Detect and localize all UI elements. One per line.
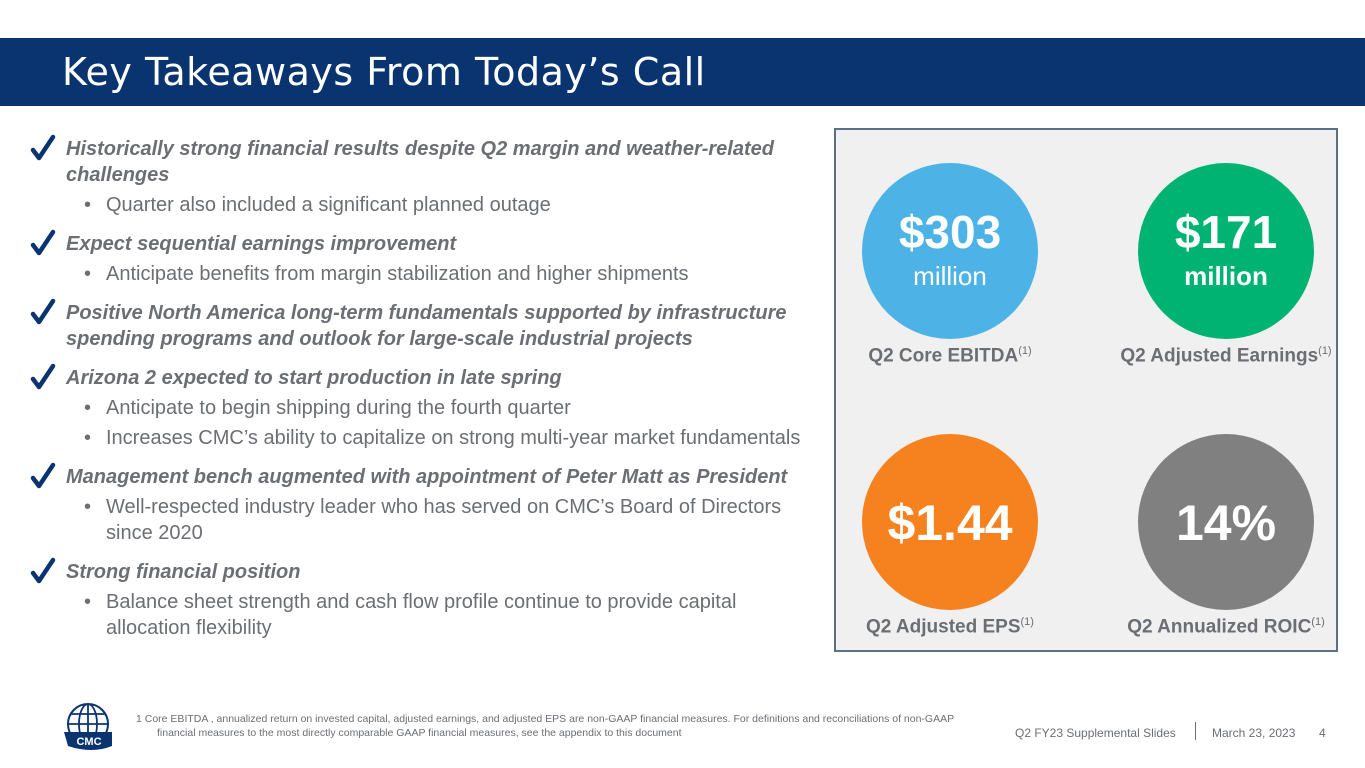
bullet-dot: • <box>84 263 92 285</box>
metric-label-adjusted-eps: Q2 Adjusted EPS(1) <box>820 616 1080 638</box>
subpoint-text: Balance sheet strength and cash flow pro… <box>106 591 737 639</box>
metric-label-text: Q2 Adjusted Earnings <box>1120 345 1319 367</box>
takeaway-heading: Expect sequential earnings improvement <box>66 233 457 255</box>
metric-value: $1.44 <box>887 495 1013 551</box>
metric-value: $303 <box>898 206 1002 258</box>
takeaway-item: Strong financial position • Balance sheet… <box>30 557 825 641</box>
check-icon <box>30 298 56 325</box>
footnote-marker: (1) <box>1318 345 1332 357</box>
takeaway-subpoint: • Balance sheet strength and cash flow pr… <box>66 589 825 641</box>
takeaway-subpoint: • Increases CMC’s ability to capitalize o… <box>66 425 825 451</box>
title-bar <box>0 38 1365 106</box>
metric-label-text: Q2 Annualized ROIC <box>1127 616 1312 638</box>
check-icon <box>30 557 56 584</box>
subpoint-text: Well-respected industry leader who has s… <box>106 496 782 544</box>
subpoint-text: Increases CMC’s ability to capitalize on… <box>106 427 801 449</box>
takeaway-subpoint: • Anticipate to begin shipping during the… <box>66 395 825 421</box>
check-icon <box>30 229 56 256</box>
check-icon <box>30 363 56 390</box>
metric-value: $171 <box>1174 206 1278 258</box>
metric-value: 14% <box>1175 495 1277 551</box>
bullet-dot: • <box>84 427 92 449</box>
takeaway-heading: Historically strong financial results de… <box>66 138 774 186</box>
takeaway-heading: Strong financial position <box>66 561 301 583</box>
takeaway-heading: Arizona 2 expected to start production i… <box>66 367 562 389</box>
takeaway-heading: Positive North America long-term fundame… <box>66 302 787 350</box>
metric-unit: million <box>1184 261 1268 291</box>
subpoint-text: Quarter also included a significant plan… <box>106 194 551 216</box>
metric-circle-core-ebitda: $303 million <box>862 163 1038 339</box>
takeaway-item: Positive North America long-term fundame… <box>30 298 825 352</box>
logo-text: CMC <box>76 736 101 748</box>
takeaway-item: Arizona 2 expected to start production i… <box>30 363 825 451</box>
bullet-dot: • <box>84 496 92 518</box>
footnote-line-1: 1 Core EBITDA , annualized return on inv… <box>136 713 955 725</box>
metric-label-text: Q2 Adjusted EPS <box>866 616 1021 638</box>
takeaway-item: Historically strong financial results de… <box>30 134 825 218</box>
footer-deck-name: Q2 FY23 Supplemental Slides <box>1015 726 1176 740</box>
footer-separator <box>1195 722 1196 740</box>
takeaway-subpoint: • Well-respected industry leader who has … <box>66 494 825 546</box>
metric-label-annualized-roic: Q2 Annualized ROIC(1) <box>1096 616 1356 638</box>
check-icon <box>30 134 56 161</box>
globe-logo-icon: CMC <box>64 703 112 750</box>
takeaway-item: Management bench augmented with appointm… <box>30 462 825 546</box>
takeaway-item: Expect sequential earnings improvement •… <box>30 229 825 287</box>
takeaway-subpoint: • Quarter also included a significant pla… <box>66 192 825 218</box>
metric-label-core-ebitda: Q2 Core EBITDA(1) <box>820 345 1080 367</box>
check-icon <box>30 462 56 489</box>
metric-unit: million <box>913 261 987 291</box>
metric-circle-adjusted-earnings: $171 million <box>1138 163 1314 339</box>
takeaway-heading: Management bench augmented with appointm… <box>66 466 788 488</box>
subpoint-text: Anticipate to begin shipping during the … <box>106 397 571 419</box>
takeaway-subpoint: • Anticipate benefits from margin stabili… <box>66 261 825 287</box>
metric-label-text: Q2 Core EBITDA <box>868 345 1019 367</box>
subpoint-text: Anticipate benefits from margin stabiliz… <box>106 263 689 285</box>
footnote: 1 Core EBITDA , annualized return on inv… <box>136 712 1036 740</box>
bullet-dot: • <box>84 194 92 216</box>
footer-date: March 23, 2023 <box>1212 726 1296 740</box>
bullet-dot: • <box>84 397 92 419</box>
footnote-marker: (1) <box>1020 616 1034 628</box>
metric-circle-annualized-roic: 14% <box>1138 434 1314 610</box>
metric-label-adjusted-earnings: Q2 Adjusted Earnings(1) <box>1096 345 1356 367</box>
slide-title: Key Takeaways From Today’s Call <box>62 50 706 94</box>
takeaways-list: Historically strong financial results de… <box>30 134 825 641</box>
footnote-marker: (1) <box>1311 616 1325 628</box>
footnote-marker: (1) <box>1018 345 1032 357</box>
metric-circle-adjusted-eps: $1.44 <box>862 434 1038 610</box>
bullet-dot: • <box>84 591 92 613</box>
footer-page-number: 4 <box>1319 726 1326 740</box>
footnote-line-2: financial measures to the most directly … <box>157 727 682 739</box>
